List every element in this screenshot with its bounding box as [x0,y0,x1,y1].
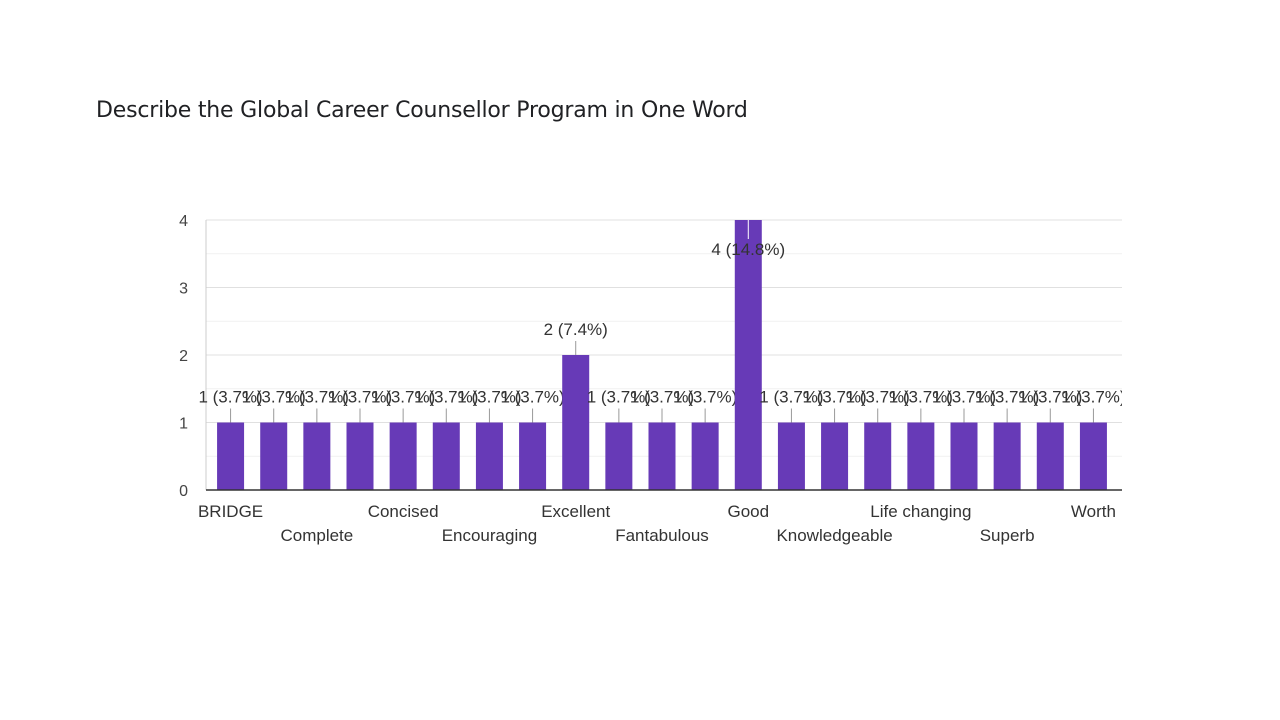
bar[interactable] [389,422,417,491]
bar[interactable] [605,422,633,491]
y-tick-label: 4 [179,213,188,230]
data-label: 1 (3.7%) [1018,388,1082,407]
y-tick-label: 3 [179,281,188,298]
bar[interactable] [303,422,331,491]
data-label: 1 (3.7%) [285,388,349,407]
bar[interactable] [519,422,547,491]
data-label: 1 (3.7%) [975,388,1039,407]
y-tick-label: 2 [179,348,188,365]
x-category-label: Worth [1071,502,1116,521]
bar[interactable] [907,422,935,491]
data-label: 2 (7.4%) [544,320,608,339]
data-label: 1 (3.7%) [759,388,823,407]
bar[interactable] [562,355,590,490]
x-category-label: Life changing [870,502,971,521]
bar[interactable] [777,422,805,491]
x-category-label: Superb [980,526,1035,545]
data-label: 1 (3.7%) [242,388,306,407]
data-label: 1 (3.7%) [846,388,910,407]
bar[interactable] [648,422,676,491]
x-category-label: Excellent [541,502,610,521]
bar[interactable] [691,422,719,491]
data-label: 1 (3.7%) [328,388,392,407]
data-label: 1 (3.7%) [500,388,564,407]
data-label: 1 (3.7%) [932,388,996,407]
data-label: 1 (3.7%) [414,388,478,407]
bar[interactable] [734,220,762,490]
bar[interactable] [1036,422,1064,491]
data-label: 1 (3.7%) [673,388,737,407]
x-category-label: Complete [280,526,353,545]
bar[interactable] [1079,422,1107,491]
chart-title: Describe the Global Career Counsellor Pr… [96,98,748,123]
bar[interactable] [475,422,503,491]
data-label: 1 (3.7%) [630,388,694,407]
bar[interactable] [432,422,460,491]
x-category-label: Fantabulous [615,526,709,545]
bar[interactable] [993,422,1021,491]
bars-group: 1 (3.7%)1 (3.7%)1 (3.7%)1 (3.7%)1 (3.7%)… [198,220,1125,491]
y-tick-label: 1 [179,416,188,433]
data-label: 1 (3.7%) [198,388,262,407]
bar[interactable] [821,422,849,491]
data-label: 1 (3.7%) [889,388,953,407]
y-tick-label: 0 [179,483,188,500]
data-label: 1 (3.7%) [457,388,521,407]
bar[interactable] [950,422,978,491]
x-category-label: BRIDGE [198,502,263,521]
x-category-label: Knowledgeable [776,526,892,545]
x-category-label: Concised [368,502,439,521]
data-label: 1 (3.7%) [802,388,866,407]
bar[interactable] [864,422,892,491]
data-label: 4 (14.8%) [711,240,785,259]
x-category-label: Good [727,502,769,521]
bar[interactable] [260,422,288,491]
data-label: 1 (3.7%) [1061,388,1125,407]
bar[interactable] [217,422,245,491]
data-label: 1 (3.7%) [371,388,435,407]
bar[interactable] [346,422,374,491]
x-category-label: Encouraging [442,526,537,545]
data-label: 1 (3.7%) [587,388,651,407]
